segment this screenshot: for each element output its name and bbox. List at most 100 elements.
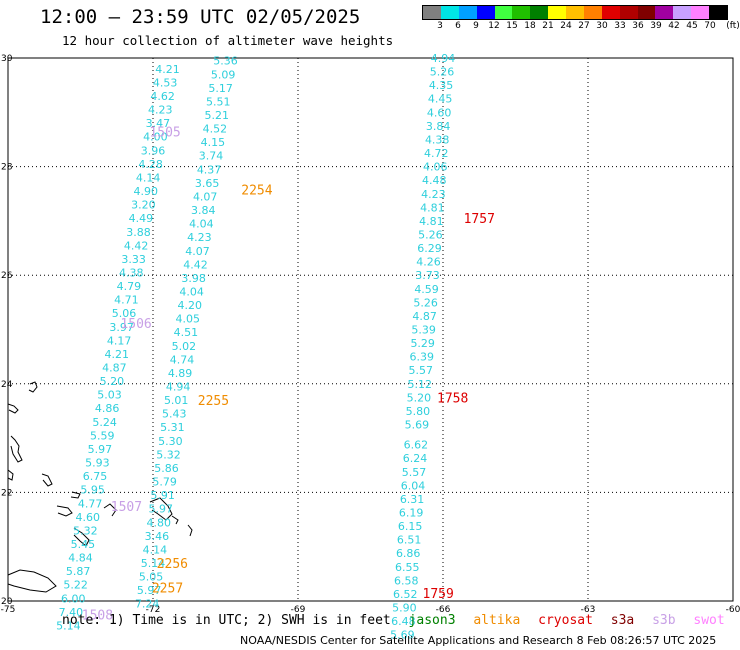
pass-time-label: 2256 bbox=[157, 557, 188, 572]
colorbar-tick-label: 27 bbox=[578, 21, 590, 31]
swh-value: 3.97 bbox=[109, 321, 134, 334]
swh-value: 4.42 bbox=[183, 258, 208, 271]
colorbar-swatch bbox=[458, 6, 477, 19]
legend-item-cryosat: cryosat bbox=[530, 613, 593, 628]
swh-value: 4.80 bbox=[147, 516, 172, 529]
swh-value: 4.37 bbox=[197, 163, 222, 176]
latitude-tick-label: 20 bbox=[1, 597, 13, 607]
swh-value: 5.43 bbox=[162, 408, 187, 421]
colorbar-tick-label: 15 bbox=[506, 21, 518, 31]
swh-value: 5.69 bbox=[405, 419, 430, 432]
swh-value: 5.29 bbox=[410, 337, 435, 350]
colorbar-tick-label: 45 bbox=[686, 21, 698, 31]
swh-value: 5.95 bbox=[80, 484, 105, 497]
swh-value: 5.24 bbox=[92, 416, 117, 429]
coastline bbox=[56, 505, 73, 517]
longitude-tick-label: -60 bbox=[726, 605, 740, 615]
swh-value: 3.84 bbox=[426, 120, 451, 133]
colorbar-tick-label: 21 bbox=[542, 21, 554, 31]
swh-value: 5.86 bbox=[154, 462, 179, 475]
colorbar-tick-label: 6 bbox=[455, 21, 461, 31]
swh-value: 5.02 bbox=[172, 340, 197, 353]
swh-value: 4.49 bbox=[129, 212, 154, 225]
colorbar-swatch bbox=[583, 6, 602, 19]
swh-value: 5.26 bbox=[430, 66, 455, 79]
swh-value: 6.24 bbox=[403, 452, 428, 465]
swh-value: 5.01 bbox=[164, 394, 189, 407]
swh-value: 4.84 bbox=[68, 552, 93, 565]
map-subtitle: 12 hour collection of altimeter wave hei… bbox=[62, 33, 394, 48]
pass-time-label: 1758 bbox=[437, 391, 468, 406]
swh-value: 6.00 bbox=[61, 592, 86, 605]
swh-value: 6.58 bbox=[394, 574, 419, 587]
swh-value: 6.62 bbox=[404, 439, 429, 452]
colorbar-swatch bbox=[709, 6, 727, 19]
swh-value: 6.29 bbox=[417, 242, 442, 255]
colorbar-swatch bbox=[440, 6, 459, 19]
colorbar-tick-label: 39 bbox=[650, 21, 662, 31]
pass-time-label: 2254 bbox=[241, 183, 272, 198]
swh-value: 5.97 bbox=[148, 503, 173, 516]
swh-value: 6.75 bbox=[83, 470, 108, 483]
legend-item-s3a: s3a bbox=[602, 613, 635, 628]
colorbar-tick-label: 33 bbox=[614, 21, 626, 31]
swh-value: 4.72 bbox=[424, 147, 449, 160]
swh-value: 5.26 bbox=[413, 296, 438, 309]
legend-item-s3b: s3b bbox=[644, 613, 676, 628]
swh-value: 6.86 bbox=[396, 547, 421, 560]
swh-value: 4.86 bbox=[95, 402, 120, 415]
swh-value: 5.59 bbox=[90, 429, 115, 442]
swh-value: 3.84 bbox=[191, 204, 216, 217]
swh-value: 3.73 bbox=[415, 269, 440, 282]
colorbar-tick-label: 9 bbox=[473, 21, 479, 31]
coastline bbox=[7, 403, 19, 414]
colorbar-swatch bbox=[673, 6, 692, 19]
colorbar-swatch bbox=[530, 6, 549, 19]
colorbar-swatch bbox=[494, 6, 513, 19]
swh-value: 5.51 bbox=[206, 95, 231, 108]
swh-value: 4.17 bbox=[107, 334, 132, 347]
swh-value: 4.81 bbox=[420, 201, 445, 214]
swh-value: 4.87 bbox=[412, 310, 437, 323]
legend-note: note: 1) Time is in UTC; 2) SWH is in fe… bbox=[62, 613, 725, 628]
legend-item-altika: altika bbox=[465, 613, 521, 628]
swh-value: 4.23 bbox=[421, 188, 446, 201]
colorbar-swatch bbox=[476, 6, 495, 19]
swh-value: 3.33 bbox=[121, 253, 146, 266]
swh-value: 4.14 bbox=[143, 543, 168, 556]
coastline bbox=[171, 515, 179, 525]
swh-value: 5.30 bbox=[158, 435, 183, 448]
swh-value: 5.14 bbox=[141, 557, 166, 570]
pass-time-label: 1506 bbox=[120, 317, 151, 332]
swh-value: 4.42 bbox=[124, 239, 149, 252]
map-frame bbox=[7, 57, 734, 602]
swh-value: 4.21 bbox=[105, 348, 130, 361]
swh-value: 4.00 bbox=[143, 131, 168, 144]
swh-value: 5.69 bbox=[390, 629, 415, 642]
swh-value: 5.87 bbox=[66, 565, 91, 578]
swh-value: 5.90 bbox=[392, 602, 417, 615]
swh-value: 4.52 bbox=[203, 123, 228, 136]
coastline bbox=[28, 381, 38, 393]
swh-value: 4.94 bbox=[166, 381, 191, 394]
pass-time-label: 1508 bbox=[82, 609, 113, 624]
swh-value: 4.23 bbox=[148, 104, 173, 117]
latitude-tick-label: 28 bbox=[1, 163, 13, 173]
swh-value: 5.31 bbox=[160, 421, 185, 434]
swh-value: 5.22 bbox=[63, 579, 88, 592]
swh-value: 5.97 bbox=[137, 584, 162, 597]
swh-value: 4.04 bbox=[189, 218, 214, 231]
pass-time-label: 1507 bbox=[111, 500, 142, 515]
swh-value: 5.20 bbox=[100, 375, 125, 388]
legend-prefix: note: 1) Time is in UTC; 2) SWH is in fe… bbox=[62, 613, 391, 628]
colorbar-swatch bbox=[601, 6, 620, 19]
longitude-tick-label: -75 bbox=[1, 605, 16, 615]
footer-credit: NOAA/NESDIS Center for Satellite Applica… bbox=[240, 634, 717, 647]
swh-value: 5.14 bbox=[56, 619, 81, 632]
swh-value: 5.05 bbox=[139, 571, 164, 584]
swh-value: 4.20 bbox=[177, 299, 202, 312]
swh-value: 4.77 bbox=[78, 497, 103, 510]
swh-value: 3.65 bbox=[195, 177, 220, 190]
swh-value: 4.38 bbox=[119, 266, 144, 279]
